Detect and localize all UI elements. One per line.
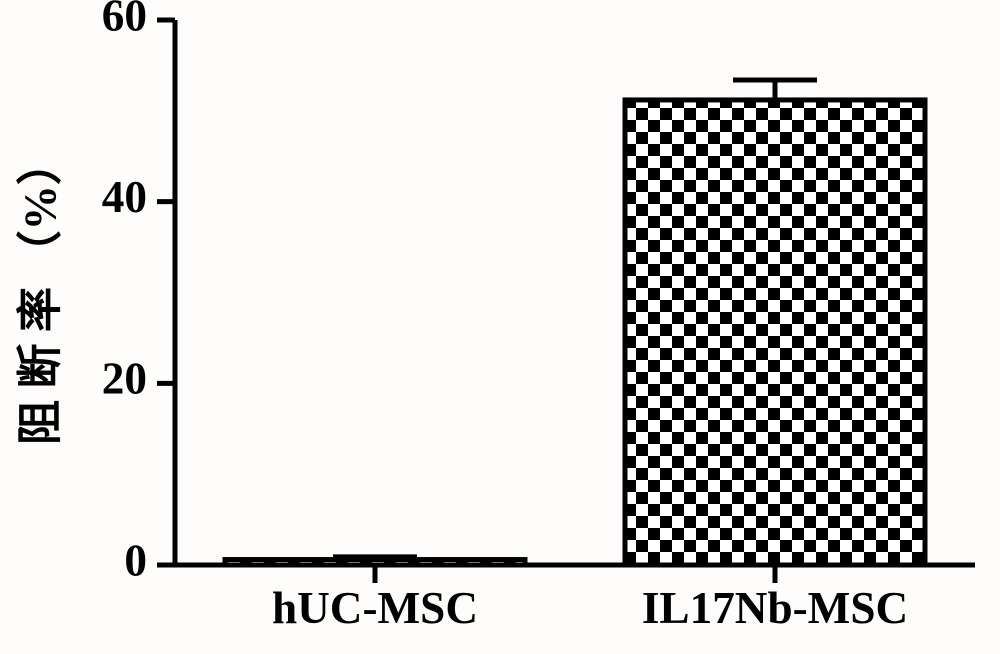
x-tick-label: hUC-MSC	[272, 583, 478, 633]
x-tick-label: IL17Nb-MSC	[642, 583, 908, 633]
svg-text:40: 40	[102, 172, 147, 222]
svg-text:0: 0	[124, 535, 147, 585]
bar	[625, 100, 925, 565]
chart-container: 0 20 40 60 阻 断 率 （%） hUC-MSC IL17Nb-MSC	[0, 0, 1000, 654]
svg-text:60: 60	[102, 0, 147, 40]
y-axis-label: 阻 断 率 （%）	[15, 140, 65, 445]
bar-chart: 0 20 40 60 阻 断 率 （%） hUC-MSC IL17Nb-MSC	[0, 0, 1000, 654]
svg-text:20: 20	[102, 354, 147, 404]
